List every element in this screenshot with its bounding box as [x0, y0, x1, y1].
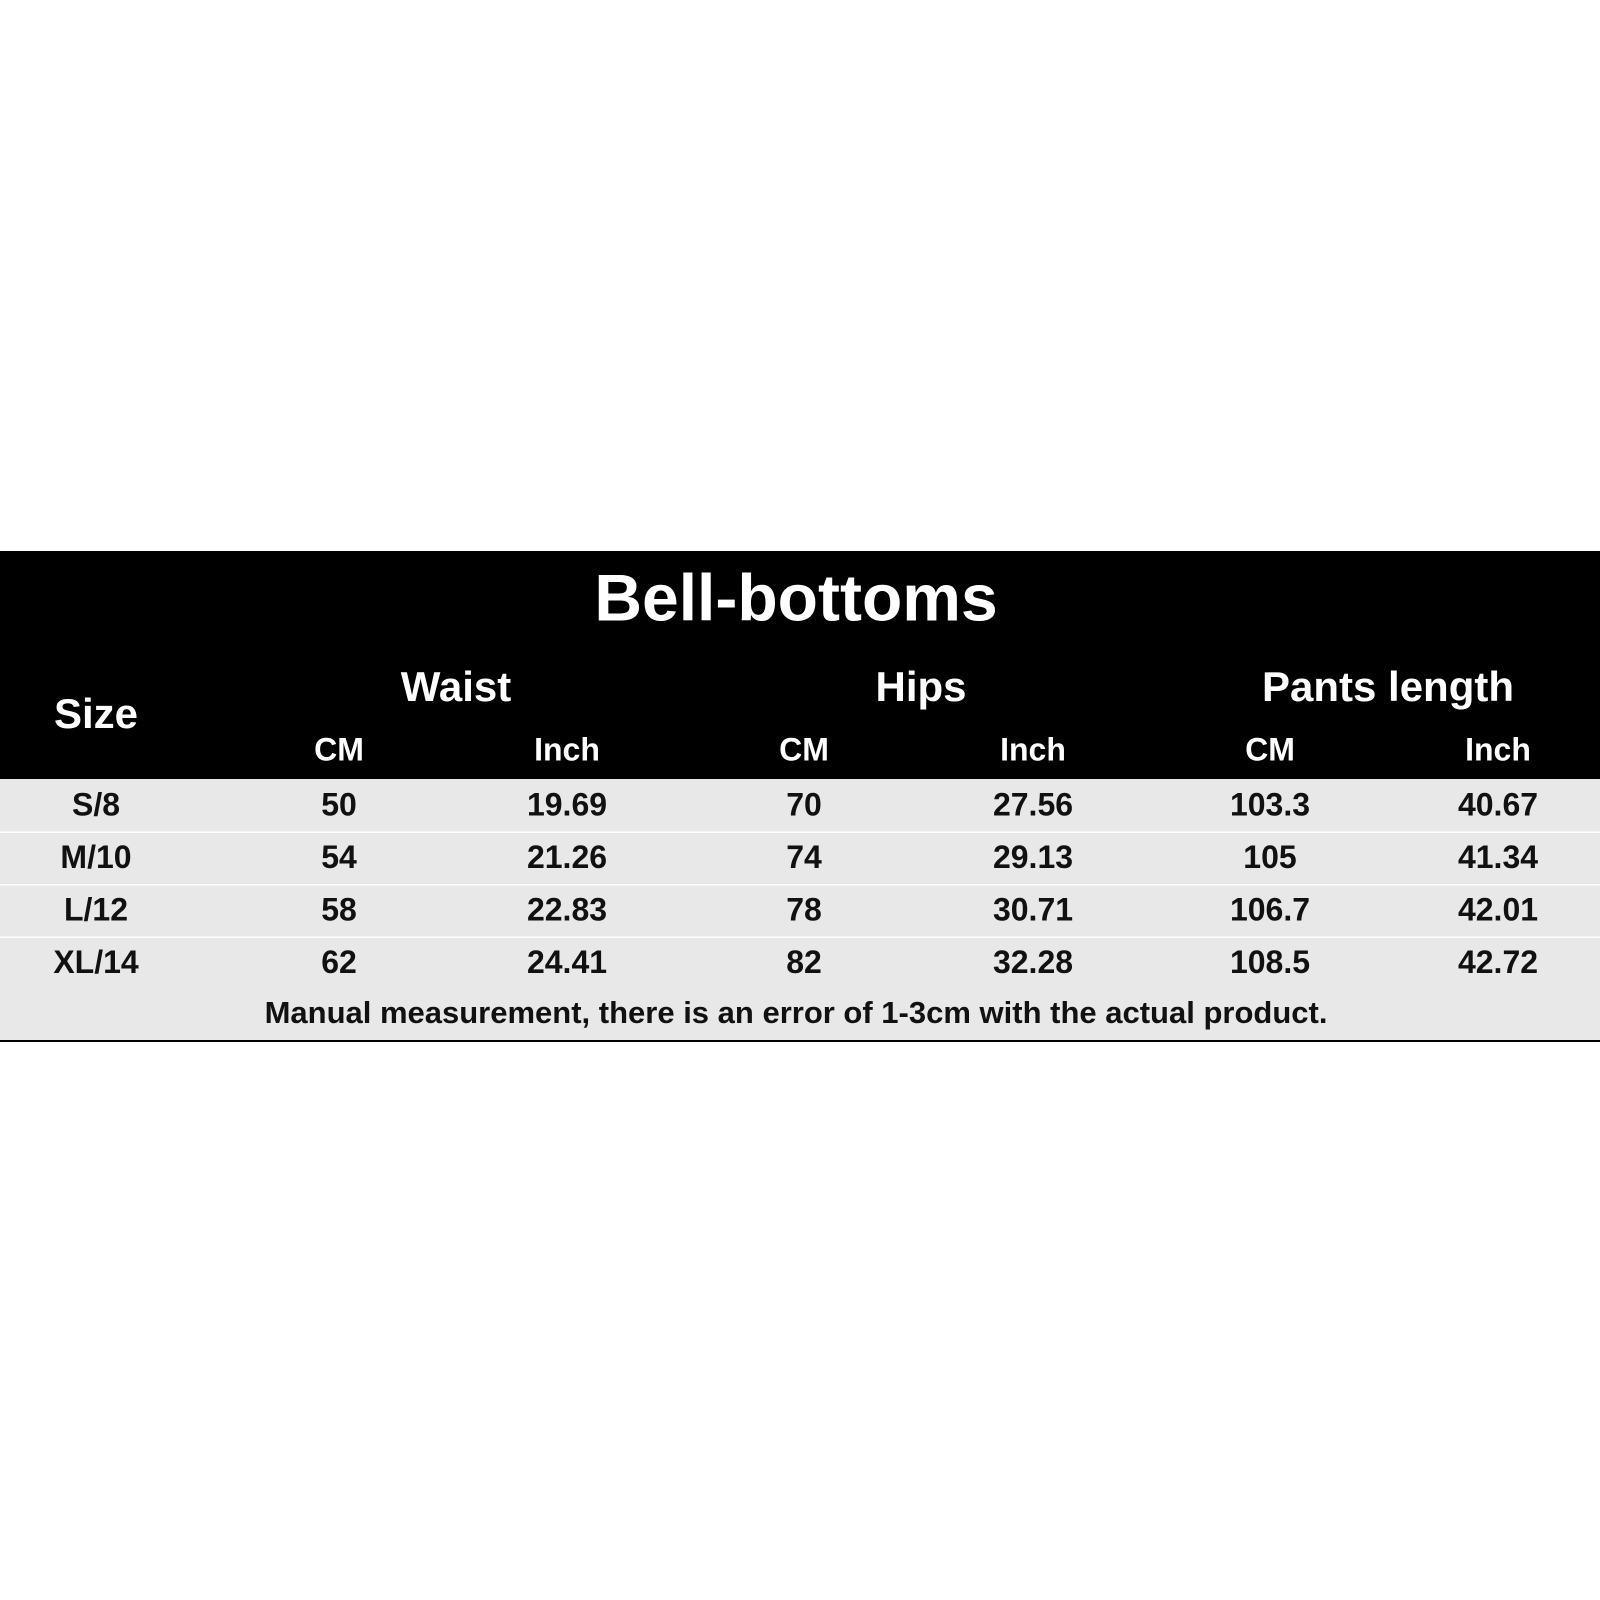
unit-header: CM	[314, 731, 364, 767]
note-row	[0, 989, 1600, 1041]
cell: 29.13	[993, 839, 1073, 875]
cell: 40.67	[1458, 787, 1538, 823]
cell: 103.3	[1230, 787, 1310, 823]
cell: 50	[321, 787, 357, 823]
cell: 42.72	[1458, 944, 1538, 980]
cell: 27.56	[993, 787, 1073, 823]
size-header: Size	[54, 690, 138, 737]
unit-header: Inch	[1000, 731, 1066, 767]
row-background	[0, 779, 1600, 832]
cell: 82	[786, 944, 822, 980]
cell: 32.28	[993, 944, 1073, 980]
unit-header: Inch	[1465, 731, 1531, 767]
cell: 54	[321, 839, 357, 875]
row-background	[0, 833, 1600, 884]
cell: 74	[786, 839, 822, 875]
unit-header: CM	[1245, 731, 1295, 767]
cell: 108.5	[1230, 944, 1310, 980]
title: Bell-bottoms	[594, 560, 997, 634]
row-background	[0, 938, 1600, 989]
unit-header: CM	[779, 731, 829, 767]
note: Manual measurement, there is an error of…	[265, 995, 1328, 1030]
size-cell: S/8	[72, 787, 120, 823]
cell: 21.26	[527, 839, 607, 875]
cell: 105	[1243, 839, 1296, 875]
group-header: Waist	[401, 663, 511, 710]
header-band	[0, 551, 1600, 779]
cell: 42.01	[1458, 892, 1538, 928]
unit-header: Inch	[534, 731, 600, 767]
cell: 70	[786, 787, 822, 823]
cell: 30.71	[993, 892, 1073, 928]
cell: 78	[786, 892, 822, 928]
size-cell: M/10	[60, 839, 131, 875]
cell: 24.41	[527, 944, 607, 980]
group-header: Pants length	[1262, 663, 1514, 710]
cell: 22.83	[527, 892, 607, 928]
cell: 58	[321, 892, 357, 928]
cell: 62	[321, 944, 357, 980]
cell: 106.7	[1230, 892, 1310, 928]
cell: 41.34	[1458, 839, 1538, 875]
size-cell: XL/14	[53, 944, 139, 980]
size-cell: L/12	[64, 892, 128, 928]
row-background	[0, 885, 1600, 937]
group-header: Hips	[875, 663, 966, 710]
table-body: S/8 50 19.69 70 27.56 103.3 40.67 M/10 54 21.26 74…	[0, 779, 1600, 989]
cell: 19.69	[527, 787, 607, 823]
